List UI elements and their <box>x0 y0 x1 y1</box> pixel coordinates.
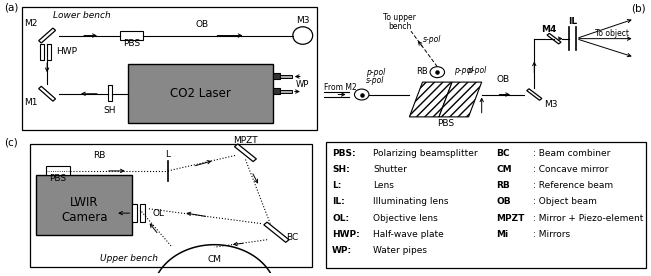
Bar <box>107 85 112 101</box>
Polygon shape <box>409 82 452 117</box>
Text: (c): (c) <box>4 138 18 148</box>
Text: : Mirror + Piezo-element: : Mirror + Piezo-element <box>533 214 643 223</box>
Polygon shape <box>234 144 256 161</box>
Text: Water pipes: Water pipes <box>373 246 427 255</box>
Text: Illuminating lens: Illuminating lens <box>373 198 449 206</box>
Text: Lens: Lens <box>373 181 394 190</box>
Bar <box>273 73 279 79</box>
Circle shape <box>430 67 445 78</box>
Text: : Mirrors: : Mirrors <box>533 230 570 239</box>
Text: BC: BC <box>286 233 298 242</box>
Bar <box>36 175 132 235</box>
Text: Mi: Mi <box>497 230 508 239</box>
Text: p-pol: p-pol <box>454 66 473 75</box>
Text: Half-wave plate: Half-wave plate <box>373 230 444 239</box>
Text: SH:: SH: <box>332 165 350 174</box>
Bar <box>279 90 292 94</box>
Text: OB: OB <box>497 75 510 84</box>
Text: L: L <box>165 150 171 159</box>
Bar <box>279 75 292 78</box>
Text: M3: M3 <box>296 16 309 25</box>
Text: Camera: Camera <box>61 211 107 224</box>
Bar <box>140 204 145 222</box>
Text: BC: BC <box>497 149 510 158</box>
Text: Polarizing beamsplitter: Polarizing beamsplitter <box>373 149 478 158</box>
Bar <box>132 204 137 222</box>
Text: (a): (a) <box>4 3 18 13</box>
Polygon shape <box>527 89 542 100</box>
Text: CM: CM <box>497 165 512 174</box>
Circle shape <box>293 27 312 44</box>
Text: RB: RB <box>416 67 428 76</box>
Text: p-pol: p-pol <box>467 67 486 75</box>
Text: HWP:: HWP: <box>332 230 360 239</box>
Polygon shape <box>264 222 289 242</box>
Text: : Concave mirror: : Concave mirror <box>533 165 608 174</box>
Text: : Reference beam: : Reference beam <box>533 181 613 190</box>
Text: Lower bench: Lower bench <box>53 11 111 20</box>
Text: WP: WP <box>296 80 309 89</box>
Text: : Beam combiner: : Beam combiner <box>533 149 610 158</box>
Text: MPZT: MPZT <box>497 214 525 223</box>
Text: From M2: From M2 <box>324 83 357 92</box>
Text: LWIR: LWIR <box>70 196 98 209</box>
Text: PBS:: PBS: <box>332 149 355 158</box>
Text: RB: RB <box>497 181 510 190</box>
Text: WP:: WP: <box>332 246 352 255</box>
Text: RB: RB <box>94 152 106 160</box>
Text: bench: bench <box>388 22 411 31</box>
Text: OL:: OL: <box>332 214 349 223</box>
Text: p-pol: p-pol <box>366 68 385 77</box>
Text: (b): (b) <box>631 4 646 14</box>
Bar <box>120 31 143 40</box>
Text: To object: To object <box>595 29 629 38</box>
Text: HWP: HWP <box>56 47 77 56</box>
Text: M1: M1 <box>24 98 38 107</box>
Text: PBS: PBS <box>123 39 140 48</box>
Text: Objective lens: Objective lens <box>373 214 438 223</box>
Text: s-pol: s-pol <box>422 35 441 44</box>
Text: M3: M3 <box>544 100 558 109</box>
Text: CM: CM <box>208 255 221 264</box>
Text: IL: IL <box>568 17 577 26</box>
Bar <box>40 44 44 60</box>
Bar <box>47 44 51 60</box>
Text: PBS: PBS <box>437 119 454 128</box>
Polygon shape <box>38 28 55 43</box>
Text: SH: SH <box>104 106 116 115</box>
Circle shape <box>354 89 369 100</box>
Text: Shutter: Shutter <box>373 165 407 174</box>
Text: To upper: To upper <box>383 13 416 22</box>
Bar <box>128 64 273 123</box>
Polygon shape <box>439 82 482 117</box>
Text: MPZT: MPZT <box>233 136 258 145</box>
Bar <box>273 88 279 94</box>
Text: OB: OB <box>195 20 208 29</box>
Polygon shape <box>38 86 55 101</box>
Text: s-pol: s-pol <box>367 76 385 85</box>
Text: Upper bench: Upper bench <box>100 254 158 263</box>
Text: : Object beam: : Object beam <box>533 198 596 206</box>
Text: M2: M2 <box>24 19 38 28</box>
Polygon shape <box>547 33 561 44</box>
Text: OB: OB <box>497 198 511 206</box>
Text: CO2 Laser: CO2 Laser <box>170 87 231 100</box>
Text: IL:: IL: <box>332 198 345 206</box>
Text: L:: L: <box>332 181 342 190</box>
Text: M4: M4 <box>541 25 556 34</box>
Text: OL: OL <box>152 209 165 218</box>
Bar <box>46 166 70 175</box>
Text: PBS: PBS <box>49 174 66 183</box>
